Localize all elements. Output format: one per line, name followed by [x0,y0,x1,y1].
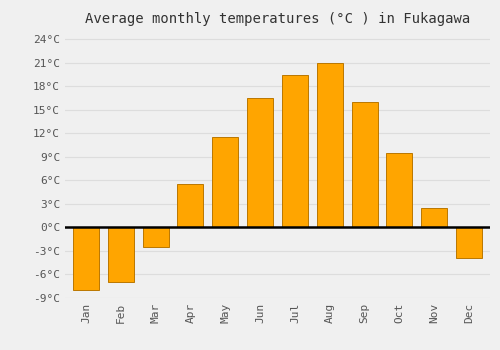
Bar [247,98,273,227]
Bar [316,63,343,227]
Bar [352,102,378,227]
Bar [282,75,308,227]
Bar [386,153,412,227]
Bar [212,137,238,227]
Bar [73,227,99,290]
Bar [142,227,169,247]
Title: Average monthly temperatures (°C ) in Fukagawa: Average monthly temperatures (°C ) in Fu… [85,12,470,26]
Bar [178,184,204,227]
Bar [421,208,448,227]
Bar [108,227,134,282]
Bar [456,227,482,258]
